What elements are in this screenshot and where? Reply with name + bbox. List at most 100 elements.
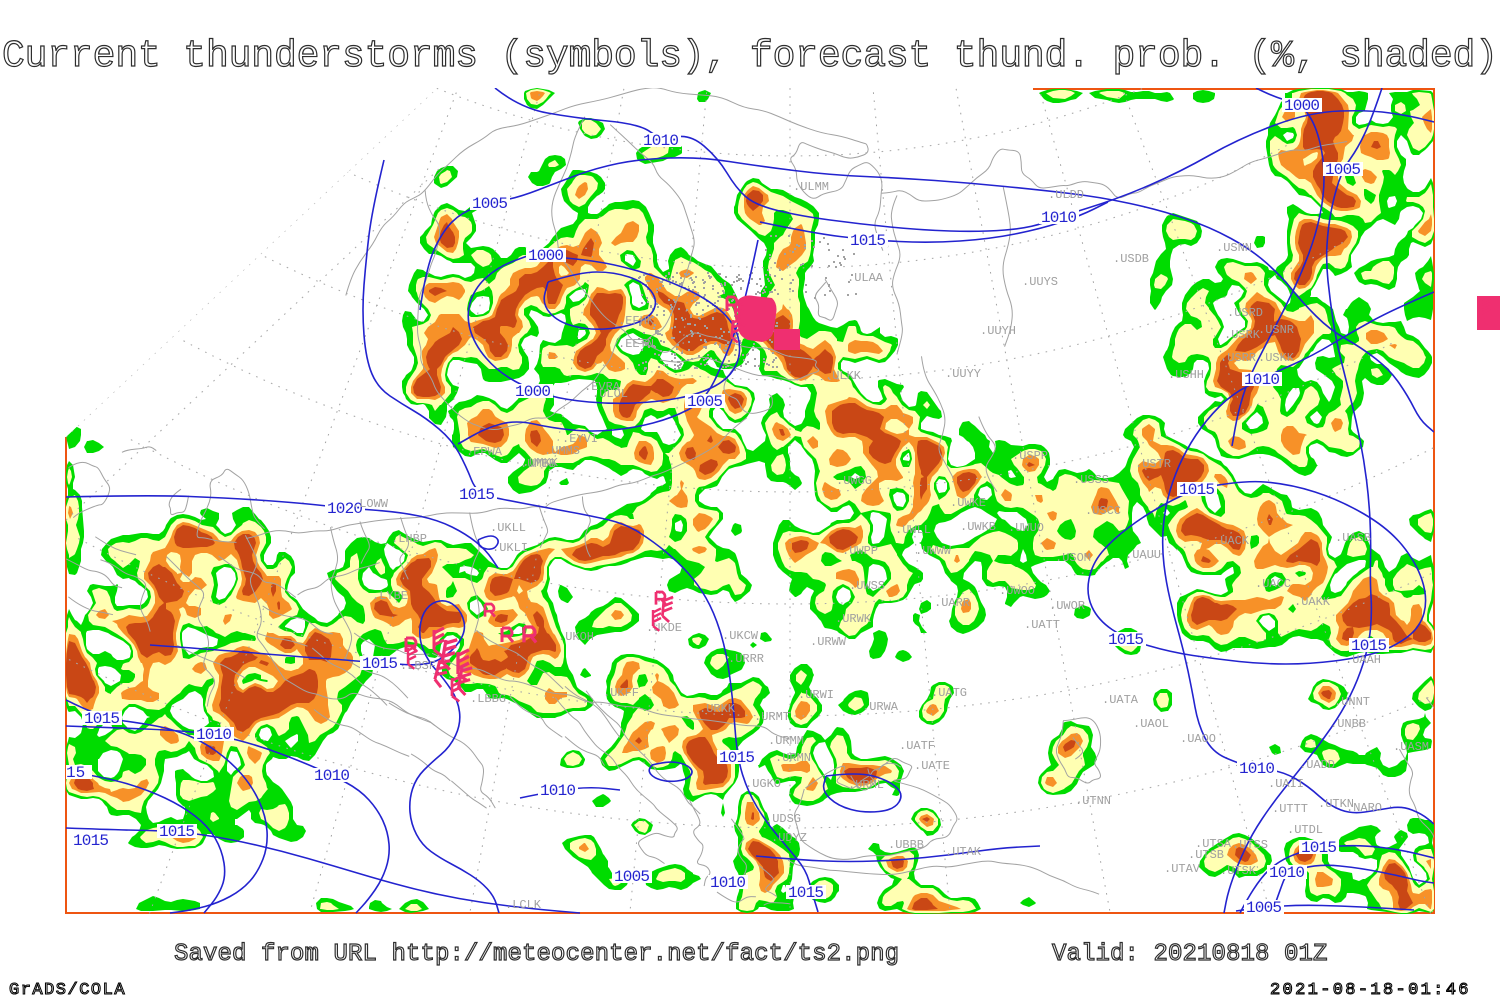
svg-text:.EPWA: .EPWA	[466, 445, 503, 459]
svg-text:1010: 1010	[1269, 864, 1305, 882]
svg-text:1010: 1010	[643, 132, 679, 150]
svg-text:.EYVI: .EYVI	[562, 432, 598, 446]
svg-text:.URMT: .URMT	[754, 710, 790, 724]
svg-text:.UACK: .UACK	[1213, 534, 1250, 548]
svg-text:.URWA: .URWA	[862, 700, 899, 714]
svg-text:.UWWW: .UWWW	[915, 544, 952, 558]
svg-text:1020: 1020	[327, 500, 363, 518]
svg-text:1015: 1015	[1301, 839, 1337, 857]
svg-text:.EFHK: .EFHK	[618, 314, 655, 328]
svg-text:1005: 1005	[472, 195, 508, 213]
svg-text:1005: 1005	[687, 393, 723, 411]
svg-text:.UKDE: .UKDE	[646, 621, 682, 635]
svg-text:.UWGG: .UWGG	[836, 474, 872, 488]
svg-text:.UKLL: .UKLL	[490, 521, 526, 535]
svg-text:.URWK: .URWK	[835, 612, 872, 626]
svg-text:1000: 1000	[1284, 97, 1320, 115]
svg-text:.UUYY: .UUYY	[945, 367, 981, 381]
svg-text:1015: 1015	[1351, 637, 1387, 655]
svg-text:.UTDL: .UTDL	[1287, 823, 1323, 837]
svg-text:1015: 1015	[1179, 481, 1215, 499]
svg-text:.USPP: .USPP	[1012, 449, 1048, 463]
svg-text:.UAUU: .UAUU	[1125, 548, 1161, 562]
svg-text:1005: 1005	[1246, 899, 1282, 917]
svg-text:.UWUO: .UWUO	[1008, 521, 1044, 535]
svg-text:1010: 1010	[540, 782, 576, 800]
svg-text:.USRR: .USRR	[1220, 351, 1256, 365]
svg-text:.UTSA: .UTSA	[1195, 837, 1232, 851]
svg-text:.UATG: .UATG	[931, 686, 967, 700]
svg-text:.UAOO: .UAOO	[1180, 732, 1216, 746]
svg-text:.UWPP: .UWPP	[842, 544, 878, 558]
svg-text:1010: 1010	[1041, 209, 1077, 227]
svg-text:.LBSF: .LBSF	[400, 659, 436, 673]
svg-text:1005: 1005	[614, 868, 650, 886]
svg-text:.UTAK: .UTAK	[945, 845, 982, 859]
svg-text:.UTKN: .UTKN	[1318, 797, 1354, 811]
svg-text:.UMKK: .UMKK	[522, 456, 559, 470]
svg-text:.UMBB: .UMBB	[520, 457, 556, 471]
svg-text:.UWOO: .UWOO	[999, 584, 1035, 598]
svg-text:1010: 1010	[1244, 371, 1280, 389]
svg-text:.URWW: .URWW	[810, 635, 847, 649]
svg-text:.UDYZ: .UDYZ	[771, 831, 807, 845]
svg-text:.ULKK: .ULKK	[825, 369, 862, 383]
svg-text:.LYBE: .LYBE	[372, 589, 408, 603]
svg-text:.UWOR: .UWOR	[1049, 599, 1085, 613]
svg-text:.UDSG: .UDSG	[765, 812, 801, 826]
svg-text:1010: 1010	[710, 874, 746, 892]
svg-text:.UKLI: .UKLI	[492, 541, 528, 555]
svg-text:.UWKE: .UWKE	[950, 496, 986, 510]
svg-text:.ULMM: .ULMM	[793, 180, 829, 194]
svg-text:1015: 1015	[719, 749, 755, 767]
svg-text:1005: 1005	[1325, 161, 1361, 179]
svg-text:.NARO: .NARO	[1346, 801, 1382, 815]
svg-text:.USTR: .USTR	[1135, 457, 1171, 471]
svg-text:.UTSB: .UTSB	[1188, 848, 1224, 862]
svg-text:15: 15	[66, 764, 85, 782]
svg-text:1015: 1015	[362, 655, 398, 673]
svg-text:.ULOL: .ULOL	[592, 387, 628, 401]
svg-text:.USOM: .USOM	[1055, 551, 1091, 565]
svg-text:.LHBP: .LHBP	[391, 532, 427, 546]
svg-text:.USDB: .USDB	[1113, 252, 1149, 266]
svg-text:.URMN: .URMN	[775, 751, 811, 765]
svg-text:.UASB: .UASB	[1335, 531, 1371, 545]
svg-text:1010: 1010	[314, 767, 350, 785]
svg-text:.EETN: .EETN	[618, 337, 654, 351]
svg-text:.UWSS: .UWSS	[849, 579, 885, 593]
svg-text:.USKK: .USKK	[1258, 351, 1295, 365]
svg-text:.URRR: .URRR	[728, 652, 764, 666]
svg-text:.URML: .URML	[848, 778, 884, 792]
svg-text:.UWKB: .UWKB	[960, 520, 996, 534]
svg-text:.UTNN: .UTNN	[1075, 794, 1111, 808]
svg-text:.UBBB: .UBBB	[888, 838, 924, 852]
svg-text:.USNN: .USNN	[1216, 241, 1252, 255]
svg-text:.UATA: .UATA	[1102, 693, 1139, 707]
svg-text:.URMM: .URMM	[768, 734, 804, 748]
svg-text:1015: 1015	[459, 486, 495, 504]
svg-text:.UNBB: .UNBB	[1330, 717, 1366, 731]
svg-text:1015: 1015	[73, 832, 109, 850]
svg-text:1015: 1015	[1108, 631, 1144, 649]
svg-text:.LOWW: .LOWW	[352, 497, 389, 511]
svg-text:.UAII: .UAII	[1268, 777, 1304, 791]
svg-text:.USSS: .USSS	[1073, 473, 1109, 487]
svg-text:.UAAH: .UAAH	[1345, 653, 1381, 667]
svg-text:.UWLL: .UWLL	[895, 523, 931, 537]
svg-text:.UNNT: .UNNT	[1334, 695, 1370, 709]
svg-text:.UATE: .UATE	[914, 759, 950, 773]
svg-text:1015: 1015	[159, 823, 195, 841]
svg-text:.UMMS: .UMMS	[544, 444, 580, 458]
svg-text:.UGKO: .UGKO	[745, 777, 781, 791]
svg-text:.USCC: .USCC	[1085, 504, 1121, 518]
svg-text:.UAOL: .UAOL	[1133, 717, 1169, 731]
svg-text:.URKK: .URKK	[699, 702, 736, 716]
svg-text:.UASM: .UASM	[1393, 740, 1429, 754]
svg-text:.UTSS: .UTSS	[1232, 838, 1268, 852]
svg-text:.UATT: .UATT	[1024, 618, 1060, 632]
svg-text:.ULAA: .ULAA	[847, 271, 884, 285]
svg-text:.UKOH: .UKOH	[558, 630, 594, 644]
svg-text:.UKFF: .UKFF	[603, 686, 639, 700]
svg-text:.ULDD: .ULDD	[1048, 188, 1084, 202]
